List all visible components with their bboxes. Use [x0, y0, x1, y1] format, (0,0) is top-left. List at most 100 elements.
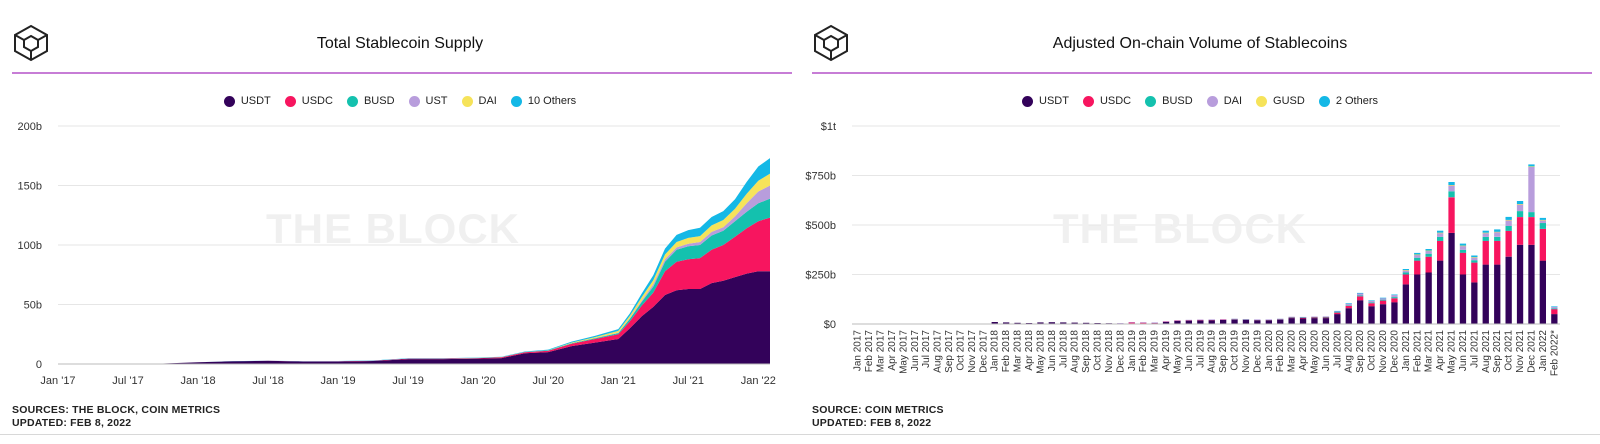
x-tick-label: Nov 2017 [967, 330, 978, 373]
x-tick-label: Jul '20 [533, 375, 564, 387]
bar-segment-usdt [1494, 264, 1501, 324]
x-tick-label: Oct 2018 [1093, 330, 1104, 371]
chart-legend: USDT USDC BUSD UST DAI 10 Others [0, 95, 800, 107]
x-tick-label: Jan '22 [741, 375, 776, 387]
x-tick-label: Jul 2019 [1195, 330, 1206, 368]
bar-segment-usdc [1334, 312, 1341, 315]
x-tick-label: Jun 2021 [1458, 330, 1469, 372]
title-divider [12, 72, 792, 74]
bar-segment-gusd [1505, 219, 1512, 221]
x-tick-label: Dec 2018 [1115, 330, 1126, 373]
bar-segment-busd [1379, 299, 1387, 301]
legend-swatch [1145, 95, 1157, 107]
bar-segment-busd [1448, 191, 1455, 198]
bar-segment-dai [1231, 318, 1238, 320]
bar-segment-usdt [1265, 320, 1272, 324]
bar-segment-usdc [1425, 256, 1432, 273]
bar-segment-dai [1494, 231, 1501, 237]
x-tick-label: Nov 2021 [1515, 330, 1526, 373]
chart-title: Adjusted On-chain Volume of Stablecoins [1052, 35, 1348, 52]
bar-segment-2-others [1471, 255, 1478, 258]
bar-segment-busd [1505, 226, 1512, 231]
bar-segment-usdc [1402, 274, 1409, 285]
bar-segment-busd [1299, 317, 1307, 318]
supply-area-chart: 0 50b 100b 150b 200b THE BLOCK Jan '17 Jul '17 J… [18, 121, 776, 387]
x-tick-label: Nov 2018 [1104, 330, 1115, 373]
x-tick-label: Jan '19 [321, 375, 356, 387]
legend-item-usdt[interactable]: USDT [223, 95, 271, 107]
bar-segment-dai [1459, 245, 1467, 250]
legend-swatch [461, 95, 473, 107]
legend-item-busd[interactable]: BUSD [346, 95, 395, 107]
bar-segment-dai [1345, 303, 1352, 306]
legend-item-dai[interactable]: DAI [461, 95, 497, 107]
legend-label: GUSD [1273, 95, 1305, 107]
legend-label: BUSD [1162, 95, 1193, 107]
legend-item-2-others[interactable]: 2 Others [1318, 95, 1378, 107]
x-tick-label: Jan 2018 [990, 330, 1001, 372]
bar-segment-busd [1311, 316, 1318, 318]
bar-segment-busd [1345, 305, 1352, 306]
bar-segment-dai [1448, 185, 1455, 192]
bar-segment-dai [1379, 298, 1387, 300]
bar-segment-usdt [1391, 302, 1398, 324]
x-tick-label: May 2018 [1035, 330, 1046, 374]
bar-segment-usdc [1528, 217, 1535, 245]
bar-segment-usdt [1334, 314, 1341, 324]
x-tick-label: Jul '19 [392, 375, 423, 387]
legend-item-usdc[interactable]: USDC [1082, 95, 1131, 107]
bar-segment-busd [1391, 297, 1398, 299]
legend-swatch [1022, 95, 1033, 107]
legend-item-gusd[interactable]: GUSD [1256, 95, 1305, 107]
bar-segment-busd [1551, 308, 1558, 310]
x-tick-label: Aug 2021 [1481, 330, 1492, 373]
legend-item-dai[interactable]: DAI [1206, 95, 1242, 107]
bar-segment-2-others [1379, 297, 1387, 299]
x-tick-label: Jul '18 [252, 375, 283, 387]
bar-segment-usdt [1162, 322, 1170, 324]
bar-segment-busd [1516, 211, 1524, 217]
bar-segment-usdc [1368, 303, 1375, 307]
bar-segment-busd [1539, 223, 1546, 229]
bar-segment-gusd [1471, 257, 1478, 258]
x-tick-label: Sep 2020 [1355, 330, 1366, 373]
x-tick-label: Sep 2017 [944, 330, 955, 373]
bar-segment-usdt [1322, 318, 1330, 324]
bar-segment-dai [1425, 250, 1432, 254]
chart-title: Total Stablecoin Supply [316, 35, 484, 52]
bar-segment-dai [1208, 319, 1215, 320]
legend-item-busd[interactable]: BUSD [1145, 95, 1193, 107]
bar-segment-usdc [1471, 262, 1478, 283]
x-tick-label: Nov 2020 [1378, 330, 1389, 373]
legend-label: BUSD [363, 95, 395, 107]
bar-segment-busd [1334, 312, 1341, 313]
x-tick-label: Jul '17 [112, 375, 143, 387]
x-tick-label: Nov 2019 [1241, 330, 1252, 373]
title-divider [812, 72, 1592, 74]
legend-swatch [223, 95, 235, 107]
bar-segment-busd [1459, 249, 1467, 253]
bar-segment-usdt [1379, 304, 1387, 324]
bar-segment-usdc [1379, 300, 1387, 305]
bar-segment-2-others [1494, 229, 1501, 232]
bar-segment-dai [1334, 311, 1341, 313]
bar-segment-2-others [1402, 269, 1409, 270]
x-tick-label: Jul '21 [673, 375, 704, 387]
x-tick-label: May 2020 [1310, 330, 1321, 374]
x-tick-label: May 2021 [1447, 330, 1458, 374]
source-line: SOURCE: COIN METRICS [812, 404, 944, 416]
legend-item-ust[interactable]: UST [408, 95, 448, 107]
bar-segment-dai [1311, 316, 1318, 318]
x-tick-label: Jan '21 [601, 375, 636, 387]
legend-item-usdt[interactable]: USDT [1022, 95, 1069, 107]
bar-segment-dai [1299, 316, 1307, 318]
legend-item-10-others[interactable]: 10 Others [510, 95, 576, 107]
x-tick-label: Feb 2017 [864, 330, 875, 373]
bar-segment-gusd [1494, 231, 1501, 233]
x-tick-label: Sep 2019 [1218, 330, 1229, 373]
bar-segment-dai [1140, 322, 1147, 323]
bar-segment-busd [1402, 272, 1409, 275]
bar-segment-2-others [1357, 292, 1364, 294]
the-block-logo-icon [14, 24, 48, 62]
legend-item-usdc[interactable]: USDC [284, 95, 333, 107]
